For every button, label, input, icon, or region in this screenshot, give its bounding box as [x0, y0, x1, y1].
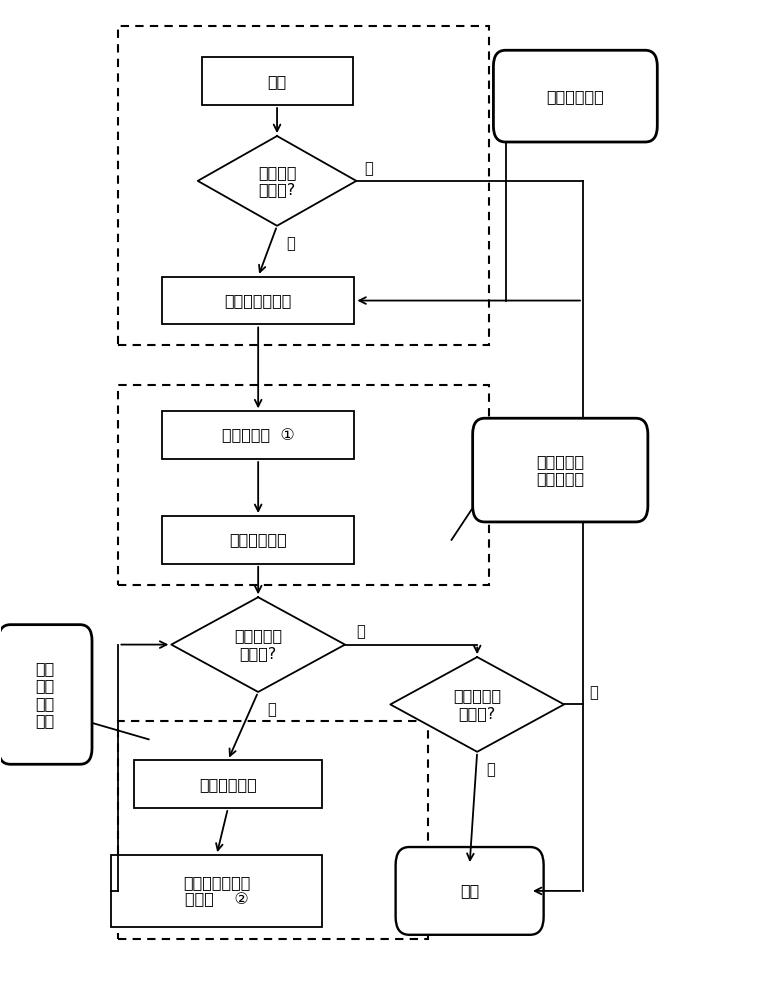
Text: 红外热成像
预处理单元: 红外热成像 预处理单元: [536, 454, 584, 486]
Text: 是: 是: [589, 685, 598, 700]
Text: 获取局部红外图: 获取局部红外图: [224, 293, 292, 308]
Text: 否: 否: [268, 702, 276, 717]
Text: 取出一个区域: 取出一个区域: [199, 777, 257, 792]
Text: 是: 是: [286, 236, 295, 251]
FancyBboxPatch shape: [0, 625, 92, 764]
Text: 渗漏
定位
检测
单元: 渗漏 定位 检测 单元: [36, 661, 55, 728]
Text: 退出: 退出: [460, 883, 479, 898]
Polygon shape: [390, 657, 564, 752]
Bar: [118, 721, 428, 939]
FancyBboxPatch shape: [162, 277, 355, 324]
Text: 初步预处理  ①: 初步预处理 ①: [222, 428, 295, 443]
FancyBboxPatch shape: [162, 516, 355, 564]
FancyBboxPatch shape: [493, 50, 657, 142]
FancyBboxPatch shape: [133, 760, 322, 808]
FancyBboxPatch shape: [111, 855, 322, 927]
Text: 否: 否: [486, 762, 495, 777]
Text: 否: 否: [364, 161, 373, 176]
Bar: [118, 26, 488, 345]
Text: 是否有渗
漏迹象?: 是否有渗 漏迹象?: [258, 165, 296, 197]
Text: 热像获取单元: 热像获取单元: [547, 89, 604, 104]
Text: 区域初步分割: 区域初步分割: [229, 532, 287, 547]
Text: 针对一个区域进
行计算    ②: 针对一个区域进 行计算 ②: [183, 875, 250, 907]
FancyBboxPatch shape: [473, 418, 648, 522]
Text: 初查: 初查: [268, 74, 287, 89]
Text: 是: 是: [356, 624, 365, 639]
Polygon shape: [171, 597, 345, 692]
Text: 区域队列是
否为空?: 区域队列是 否为空?: [234, 628, 282, 661]
FancyBboxPatch shape: [162, 411, 355, 459]
FancyBboxPatch shape: [202, 57, 352, 105]
Bar: [118, 385, 488, 585]
Polygon shape: [198, 136, 356, 226]
Text: 是否需要重
新拍摄?: 是否需要重 新拍摄?: [453, 688, 501, 721]
FancyBboxPatch shape: [396, 847, 543, 935]
